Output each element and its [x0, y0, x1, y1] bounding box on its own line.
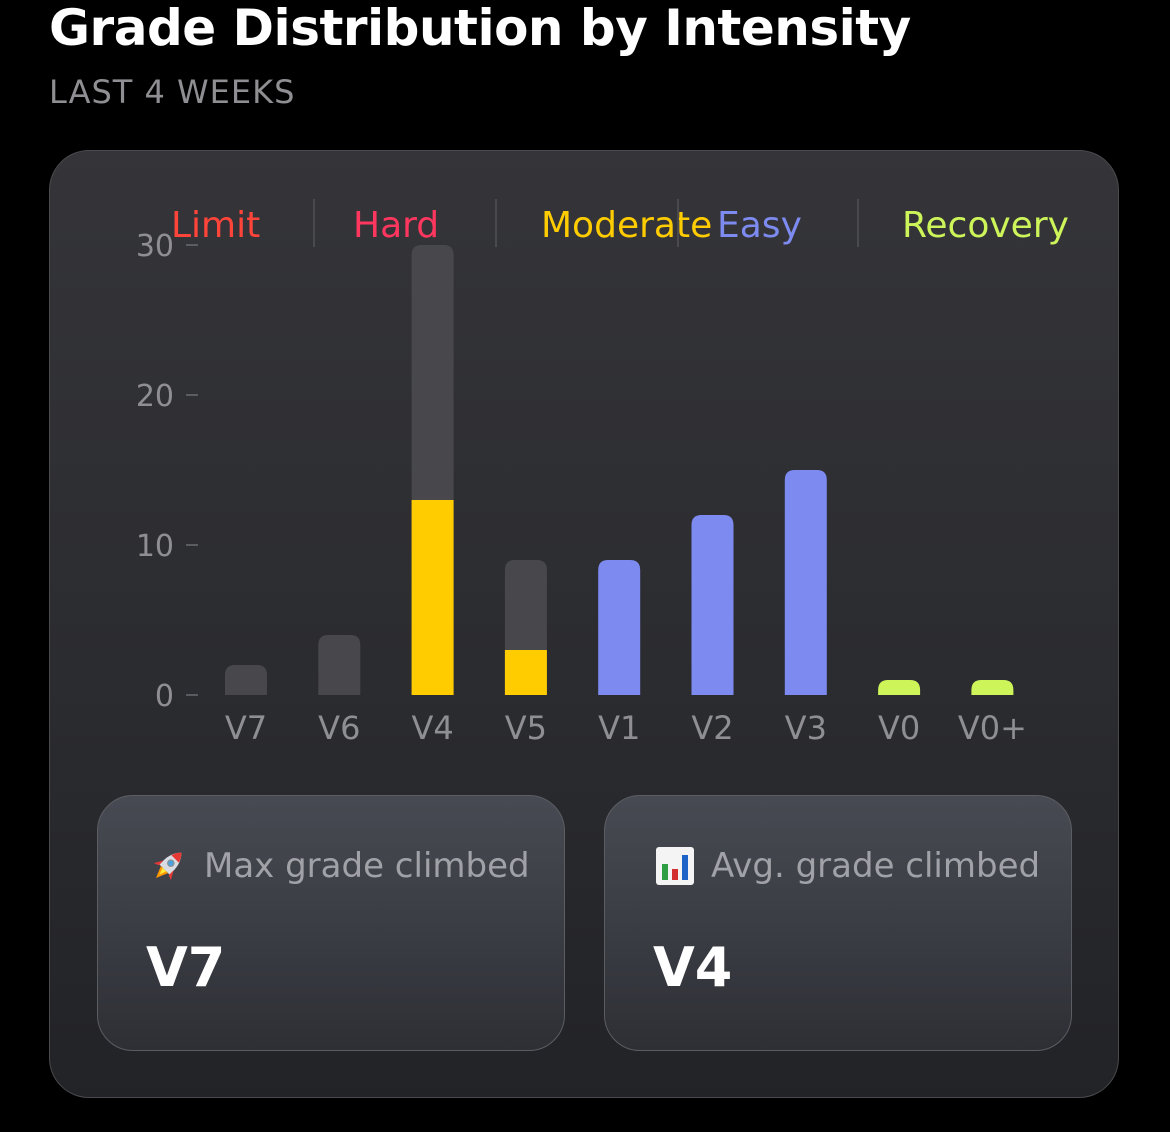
legend-hard: Hard [353, 205, 439, 246]
grade-distribution-chart: Limit Hard Moderate Easy Recovery 0 10 20 30 V7 V6… [136, 199, 1069, 747]
legend-moderate: Moderate [541, 205, 712, 246]
bar-v7 [225, 665, 267, 695]
avg-grade-label-row: Avg. grade climbed [653, 844, 1040, 888]
bar-v0plus [971, 680, 1014, 695]
max-grade-label: Max grade climbed [204, 846, 530, 886]
x-tick-label: V2 [691, 709, 733, 747]
bar-segment-v4 [411, 500, 454, 695]
y-tick-label: 10 [136, 529, 174, 564]
page-subtitle: LAST 4 WEEKS [49, 73, 296, 111]
bar-v6 [318, 635, 361, 695]
legend-recovery: Recovery [902, 205, 1069, 246]
avg-grade-value: V4 [653, 936, 733, 999]
bar-chart-icon [656, 847, 694, 885]
max-grade-card[interactable]: Max grade climbed V7 [97, 795, 565, 1051]
legend-easy: Easy [717, 205, 802, 246]
x-tick-label: V0+ [958, 709, 1027, 747]
bar-segment-v5 [504, 650, 547, 695]
bar-v2 [691, 515, 734, 695]
avg-grade-card[interactable]: Avg. grade climbed V4 [604, 795, 1072, 1051]
x-tick-label: V0 [878, 709, 920, 747]
bar-v0 [878, 680, 921, 695]
x-tick-label: V4 [411, 709, 453, 747]
max-grade-label-row: Max grade climbed [146, 844, 530, 888]
y-tick-label: 20 [136, 379, 174, 414]
bar-v3 [784, 470, 827, 695]
rocket-icon [153, 852, 182, 881]
chart-card: Limit Hard Moderate Easy Recovery 0 10 20 30 V7 V6… [49, 150, 1119, 1098]
x-tick-label: V7 [225, 709, 267, 747]
avg-grade-label: Avg. grade climbed [711, 846, 1041, 886]
x-tick-label: V1 [598, 709, 640, 747]
x-tick-label: V3 [785, 709, 827, 747]
max-grade-value: V7 [146, 936, 226, 999]
y-tick-label: 0 [155, 679, 174, 714]
y-tick-label: 30 [136, 229, 174, 264]
x-tick-label: V5 [505, 709, 547, 747]
page-title: Grade Distribution by Intensity [49, 0, 911, 57]
bar-v1 [598, 560, 641, 695]
legend-limit: Limit [171, 205, 260, 246]
x-tick-label: V6 [318, 709, 360, 747]
